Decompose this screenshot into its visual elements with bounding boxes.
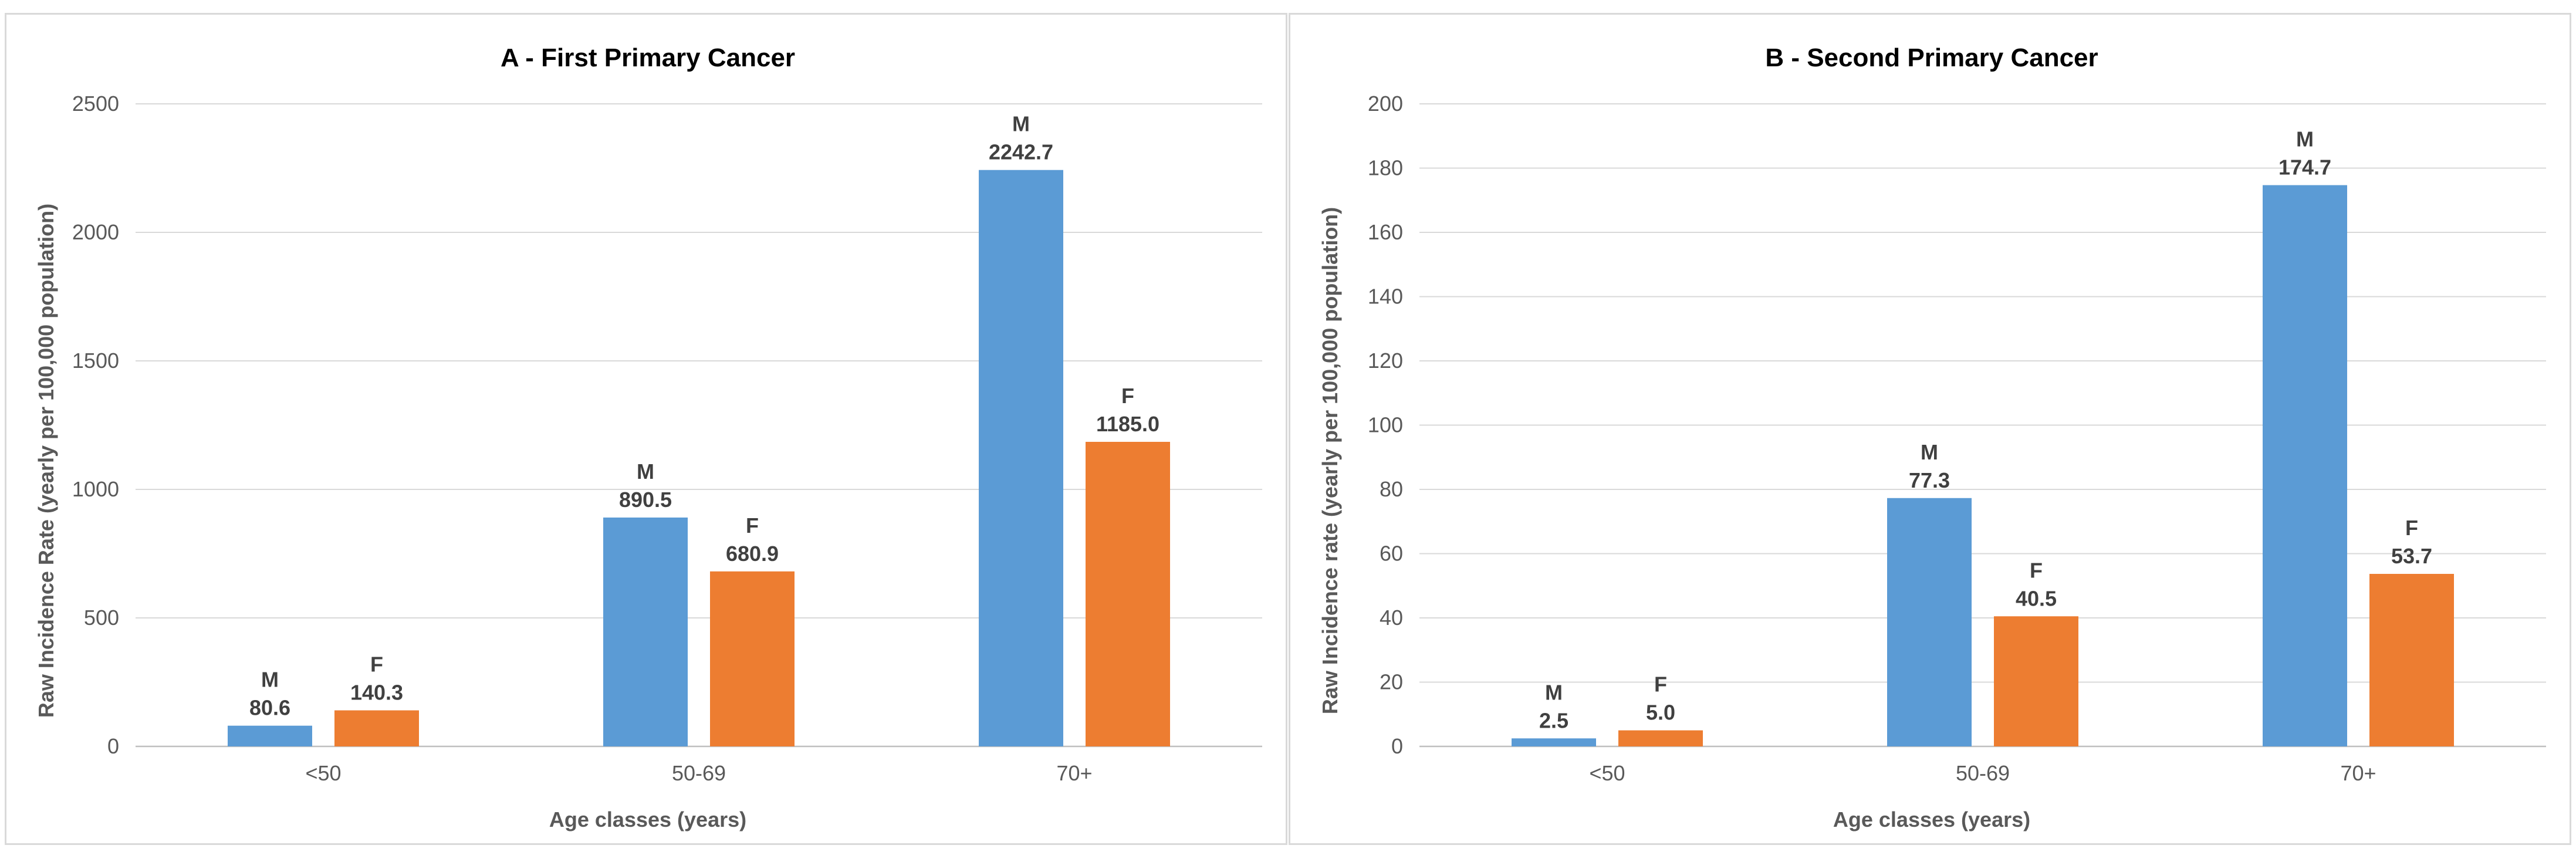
chart-a-ytick-label: 1500	[72, 349, 119, 373]
chart-b-series-label: M	[2296, 127, 2314, 151]
chart-b-ytick-label: 100	[1368, 413, 1403, 437]
chart-b-value-label: 53.7	[2391, 544, 2432, 568]
chart-a-value-label: 890.5	[619, 488, 672, 512]
chart-b-ytick-label: 140	[1368, 285, 1403, 309]
chart-b-value-label: 5.0	[1646, 701, 1675, 725]
chart-b-category-label: 50-69	[1956, 761, 2010, 785]
chart-b-bar-f-1	[1994, 616, 2078, 746]
chart-b-ytick-label: 20	[1380, 670, 1403, 694]
chart-a-value-label: 680.9	[726, 542, 779, 566]
chart-a-ylabel: Raw Incidence Rate (yearly per 100,000 p…	[34, 204, 58, 718]
chart-b-title: B - Second Primary Cancer	[1765, 43, 2098, 72]
chart-b-series-label: M	[1921, 440, 1938, 464]
chart-a-bar-m-2	[979, 170, 1063, 746]
chart-b-ytick-label: 160	[1368, 220, 1403, 244]
chart-b-category-label: <50	[1589, 761, 1625, 785]
chart-panel-b: B - Second Primary Cancer 2.5 M 5.0 F 77.3 M 4…	[1289, 13, 2571, 845]
chart-a-bar-f-2	[1086, 441, 1170, 746]
chart-b-ytick-label: 40	[1380, 606, 1403, 630]
chart-a-category-label: <50	[305, 761, 341, 785]
chart-b-series-label: F	[2405, 516, 2418, 540]
chart-a-bar-m-1	[603, 517, 688, 746]
chart-b-ytick-label: 80	[1380, 477, 1403, 501]
chart-b-value-label: 174.7	[2278, 156, 2331, 180]
chart-b-ylabel: Raw Incidence rate (yearly per 100,000 p…	[1318, 207, 1342, 714]
chart-a-value-label: 1185.0	[1096, 412, 1159, 436]
chart-a-series-label: M	[1012, 112, 1030, 136]
chart-a-svg: A - First Primary Cancer 80.6 M 140.3 F 890.…	[34, 43, 1262, 831]
chart-a-xlabel: Age classes (years)	[549, 807, 746, 831]
chart-panel-a: A - First Primary Cancer 80.6 M 140.3 F 890.…	[5, 13, 1287, 845]
chart-a-series-label: F	[370, 653, 383, 677]
chart-a-series-label: F	[1121, 384, 1134, 408]
chart-a-value-label: 80.6	[249, 696, 290, 720]
chart-a-bar-f-0	[334, 710, 419, 746]
chart-b-bar-m-1	[1887, 498, 1972, 746]
chart-b-bar-f-0	[1618, 730, 1703, 746]
chart-b-category-label: 70+	[2340, 761, 2376, 785]
chart-a-category-label: 70+	[1056, 761, 1092, 785]
chart-a-value-label: 140.3	[350, 681, 403, 705]
chart-a-series-label: F	[746, 513, 759, 538]
chart-b-series-label: F	[1654, 672, 1667, 697]
chart-b-series-label: F	[2030, 558, 2043, 582]
chart-a-title: A - First Primary Cancer	[501, 43, 795, 72]
chart-b-ytick-label: 0	[1391, 734, 1403, 758]
chart-b-ytick-label: 200	[1368, 92, 1403, 116]
chart-a-value-label: 2242.7	[989, 140, 1053, 164]
chart-b-value-label: 2.5	[1539, 708, 1568, 732]
chart-b-series-label: M	[1545, 680, 1563, 704]
chart-a-series-label: M	[261, 668, 279, 692]
chart-a-ytick-label: 1000	[72, 477, 119, 501]
chart-b-ytick-label: 60	[1380, 542, 1403, 566]
chart-a-bar-f-1	[710, 571, 795, 746]
chart-b-bar-m-2	[2263, 185, 2347, 747]
chart-b-ytick-label: 120	[1368, 349, 1403, 373]
chart-b-value-label: 77.3	[1909, 468, 1950, 492]
chart-b-ytick-label: 180	[1368, 156, 1403, 180]
chart-b-bar-m-0	[1512, 738, 1596, 746]
chart-a-ytick-label: 2000	[72, 220, 119, 244]
chart-b-svg: B - Second Primary Cancer 2.5 M 5.0 F 77.3 M 4…	[1318, 43, 2546, 831]
chart-a-ytick-label: 0	[107, 734, 119, 758]
chart-b-value-label: 40.5	[2016, 586, 2057, 610]
chart-b-bar-f-2	[2369, 573, 2454, 746]
chart-a-bar-m-0	[228, 725, 312, 746]
chart-a-ytick-label: 2500	[72, 92, 119, 116]
chart-a-ytick-label: 500	[84, 606, 119, 630]
chart-a-category-label: 50-69	[672, 761, 726, 785]
chart-a-series-label: M	[637, 459, 654, 484]
chart-b-xlabel: Age classes (years)	[1833, 807, 2030, 831]
